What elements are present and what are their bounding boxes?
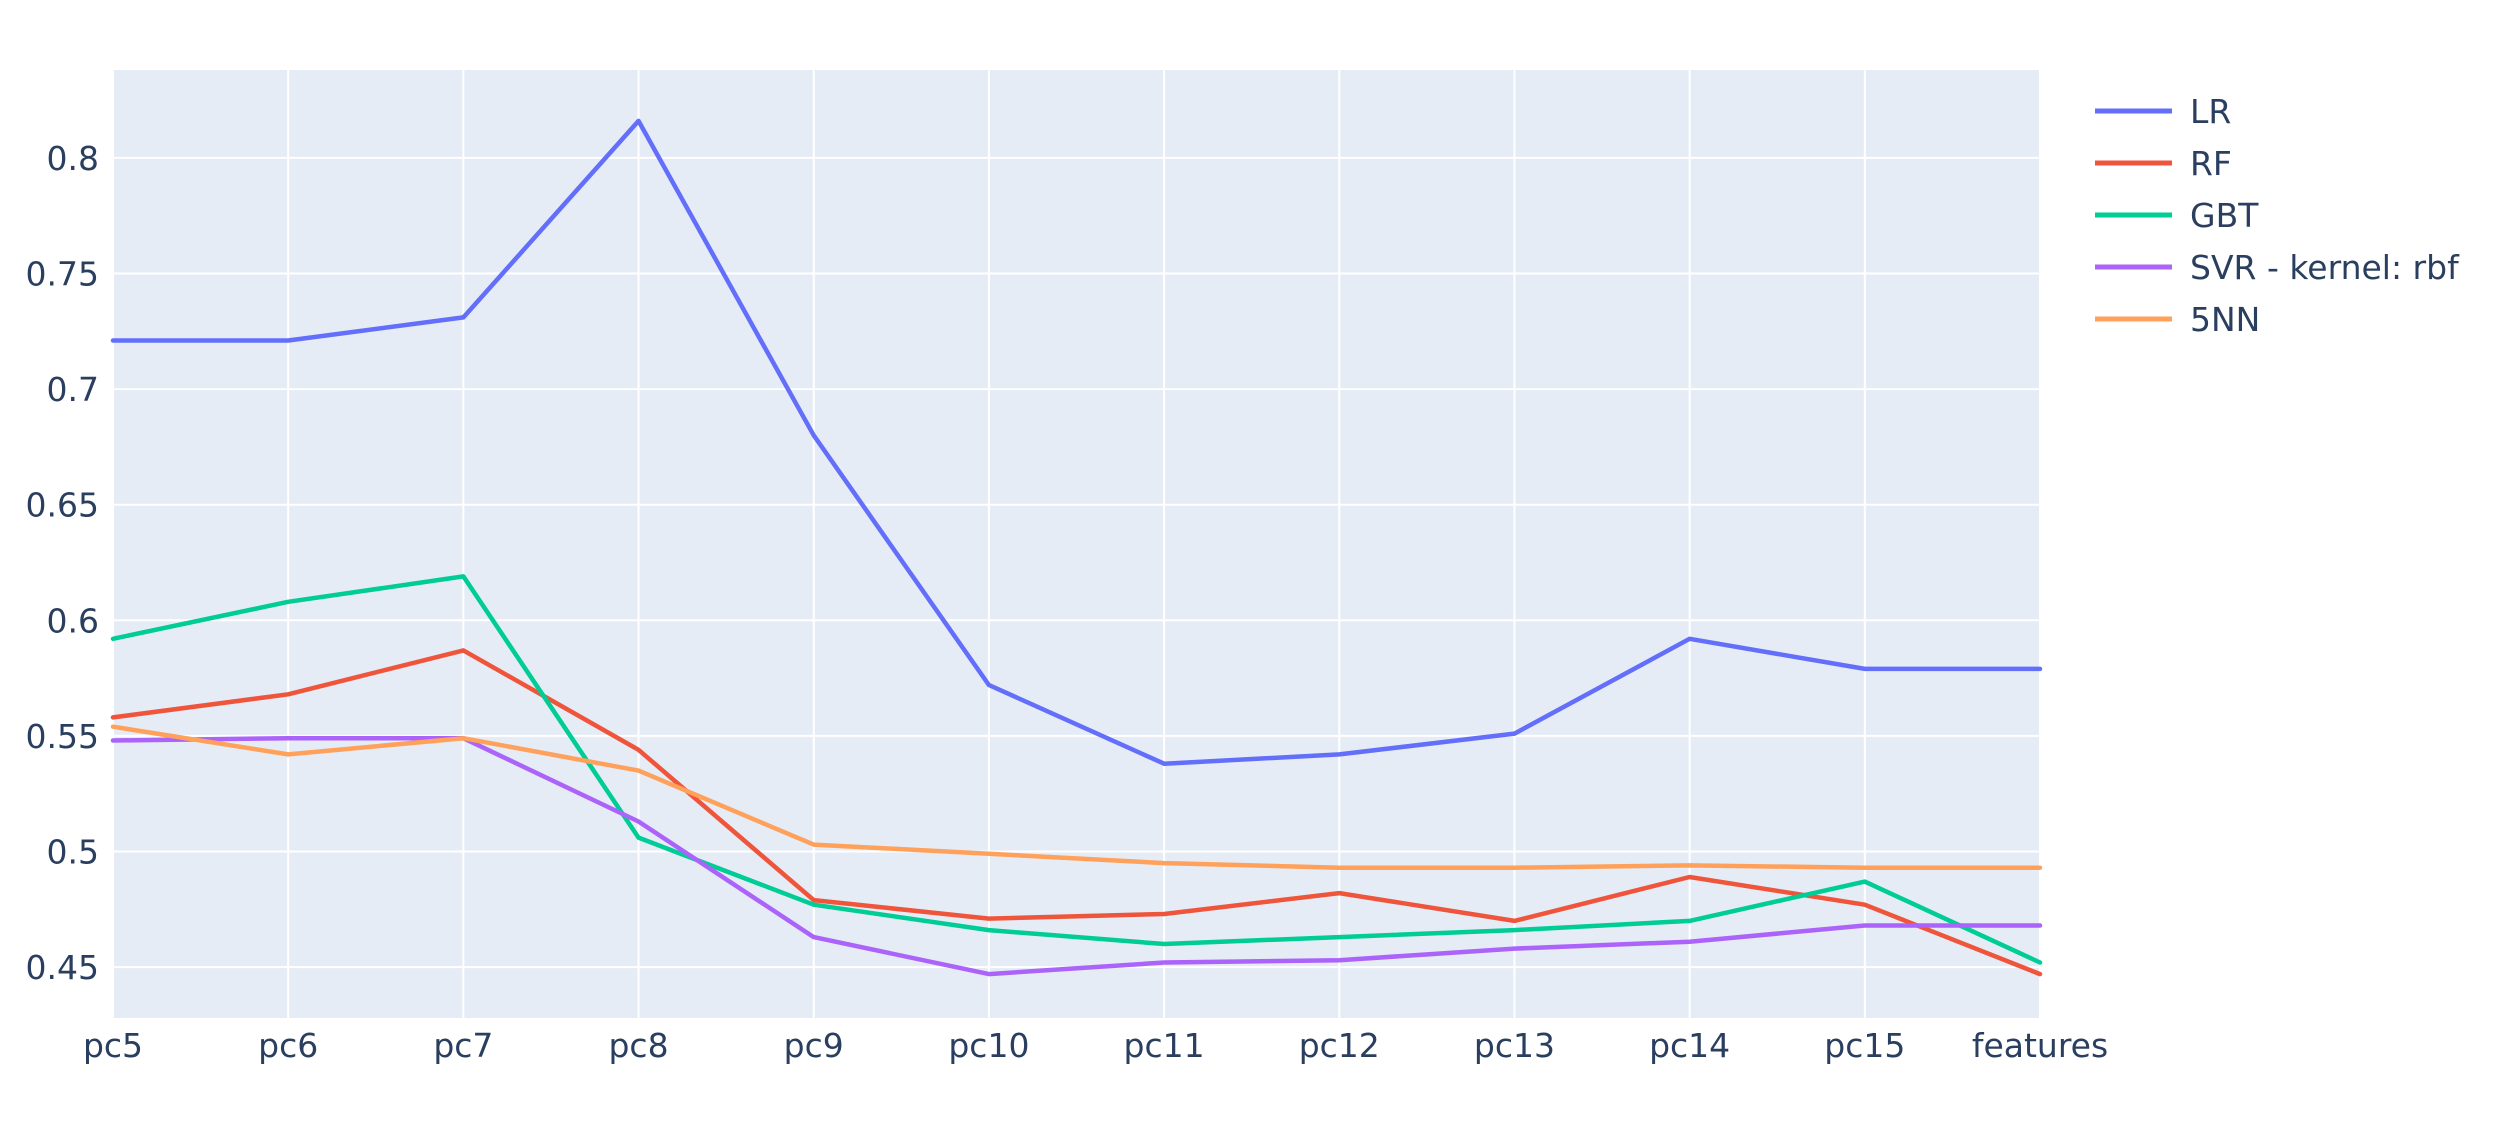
legend-label: SVR - kernel: rbf xyxy=(2190,248,2460,287)
x-tick-label: pc7 xyxy=(433,1026,493,1065)
legend-item[interactable]: GBT xyxy=(2095,196,2259,235)
legend-label: LR xyxy=(2190,92,2231,131)
y-tick-label: 0.55 xyxy=(26,717,99,756)
x-tick-label: pc12 xyxy=(1299,1026,1380,1065)
y-tick-label: 0.7 xyxy=(47,370,99,409)
series-line-5nn[interactable] xyxy=(110,724,2043,870)
legend-item[interactable]: 5NN xyxy=(2095,300,2260,339)
legend-item[interactable]: LR xyxy=(2095,92,2231,131)
x-tick-label: pc6 xyxy=(258,1026,318,1065)
plot-area xyxy=(113,70,2040,1018)
y-tick-label: 0.45 xyxy=(26,948,99,987)
series-lines xyxy=(110,118,2043,977)
legend-item[interactable]: RF xyxy=(2095,144,2232,183)
x-tick-label: pc8 xyxy=(608,1026,668,1065)
series-line-svr-kernel-rbf[interactable] xyxy=(110,735,2043,977)
x-tick-label: pc15 xyxy=(1824,1026,1905,1065)
series-line-rf[interactable] xyxy=(110,648,2043,977)
x-tick-label: pc14 xyxy=(1649,1026,1730,1065)
legend-label: 5NN xyxy=(2190,300,2260,339)
x-tick-label: pc9 xyxy=(784,1026,844,1065)
legend-label: RF xyxy=(2190,144,2232,183)
legend-label: GBT xyxy=(2190,196,2259,235)
series-line-gbt[interactable] xyxy=(110,574,2043,965)
series-line-lr[interactable] xyxy=(110,118,2043,766)
x-tick-label: pc11 xyxy=(1124,1026,1205,1065)
legend-item[interactable]: SVR - kernel: rbf xyxy=(2095,248,2460,287)
x-gridlines xyxy=(112,70,2041,1018)
x-tick-label: pc10 xyxy=(948,1026,1029,1065)
legend[interactable]: LR RF GBT SVR - kernel: rbf 5NN xyxy=(2095,92,2460,339)
y-tick-label: 0.6 xyxy=(47,601,99,640)
x-axis-tick-labels: pc5 pc6 pc7 pc8 pc9 pc10 pc11 pc12 pc13 pc14 pc15 f… xyxy=(83,1026,2108,1065)
x-tick-label: pc13 xyxy=(1474,1026,1555,1065)
x-tick-label: features xyxy=(1972,1026,2108,1065)
y-tick-label: 0.75 xyxy=(26,254,99,293)
y-tick-label: 0.8 xyxy=(47,139,99,178)
x-tick-label: pc5 xyxy=(83,1026,143,1065)
y-axis-tick-labels: 0.45 0.5 0.55 0.6 0.65 0.7 0.75 0.8 xyxy=(26,139,99,987)
y-tick-label: 0.5 xyxy=(47,833,99,872)
y-tick-label: 0.65 xyxy=(26,486,99,525)
